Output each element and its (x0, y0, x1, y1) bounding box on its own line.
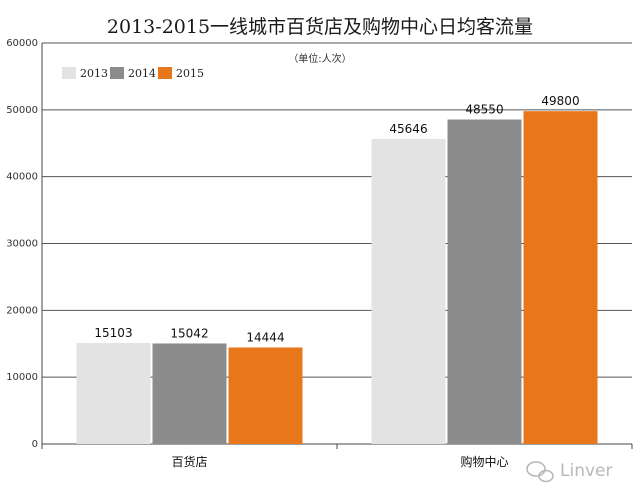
watermark-text: Linver (560, 461, 612, 481)
bar-2014-2 (447, 119, 522, 444)
legend-swatch-2014 (110, 67, 124, 79)
watermark: Linver (526, 461, 612, 483)
bar-2013-1 (76, 343, 151, 444)
bars (76, 111, 598, 445)
y-tick-label: 0 (32, 439, 38, 450)
category-label: 购物中心 (460, 454, 508, 469)
category-label: 百货店 (171, 454, 207, 469)
y-tick-label: 30000 (6, 239, 38, 250)
legend-label: 2014 (128, 67, 156, 80)
data-label: 48550 (465, 103, 503, 117)
data-label: 45646 (389, 122, 427, 136)
unit-note: （单位:人次） (288, 52, 351, 65)
data-label: 15103 (94, 326, 132, 340)
legend-swatch-2013 (62, 67, 76, 79)
y-tick-label: 40000 (6, 172, 38, 183)
legend-label: 2015 (176, 67, 204, 80)
data-label: 14444 (246, 330, 284, 344)
bar-2013-2 (371, 138, 446, 445)
legend: 2013 2014 2015 (62, 67, 204, 80)
data-label: 49800 (541, 94, 579, 108)
data-labels: 15103 15042 14444 45646 48550 49800 (94, 94, 579, 344)
y-tick-label: 10000 (6, 372, 38, 383)
y-tick-label: 50000 (6, 105, 38, 116)
data-label: 15042 (170, 326, 208, 340)
y-tick-label: 20000 (6, 305, 38, 316)
bar-2014-1 (152, 343, 227, 444)
bar-2015-2 (523, 111, 598, 445)
bar-2015-1 (228, 347, 303, 444)
legend-label: 2013 (80, 67, 108, 80)
chart-title: 2013-2015一线城市百货店及购物中心日均客流量 (107, 16, 533, 38)
legend-swatch-2015 (158, 67, 172, 79)
wechat-bubble-icon (526, 461, 554, 483)
y-tick-label: 60000 (6, 38, 38, 49)
